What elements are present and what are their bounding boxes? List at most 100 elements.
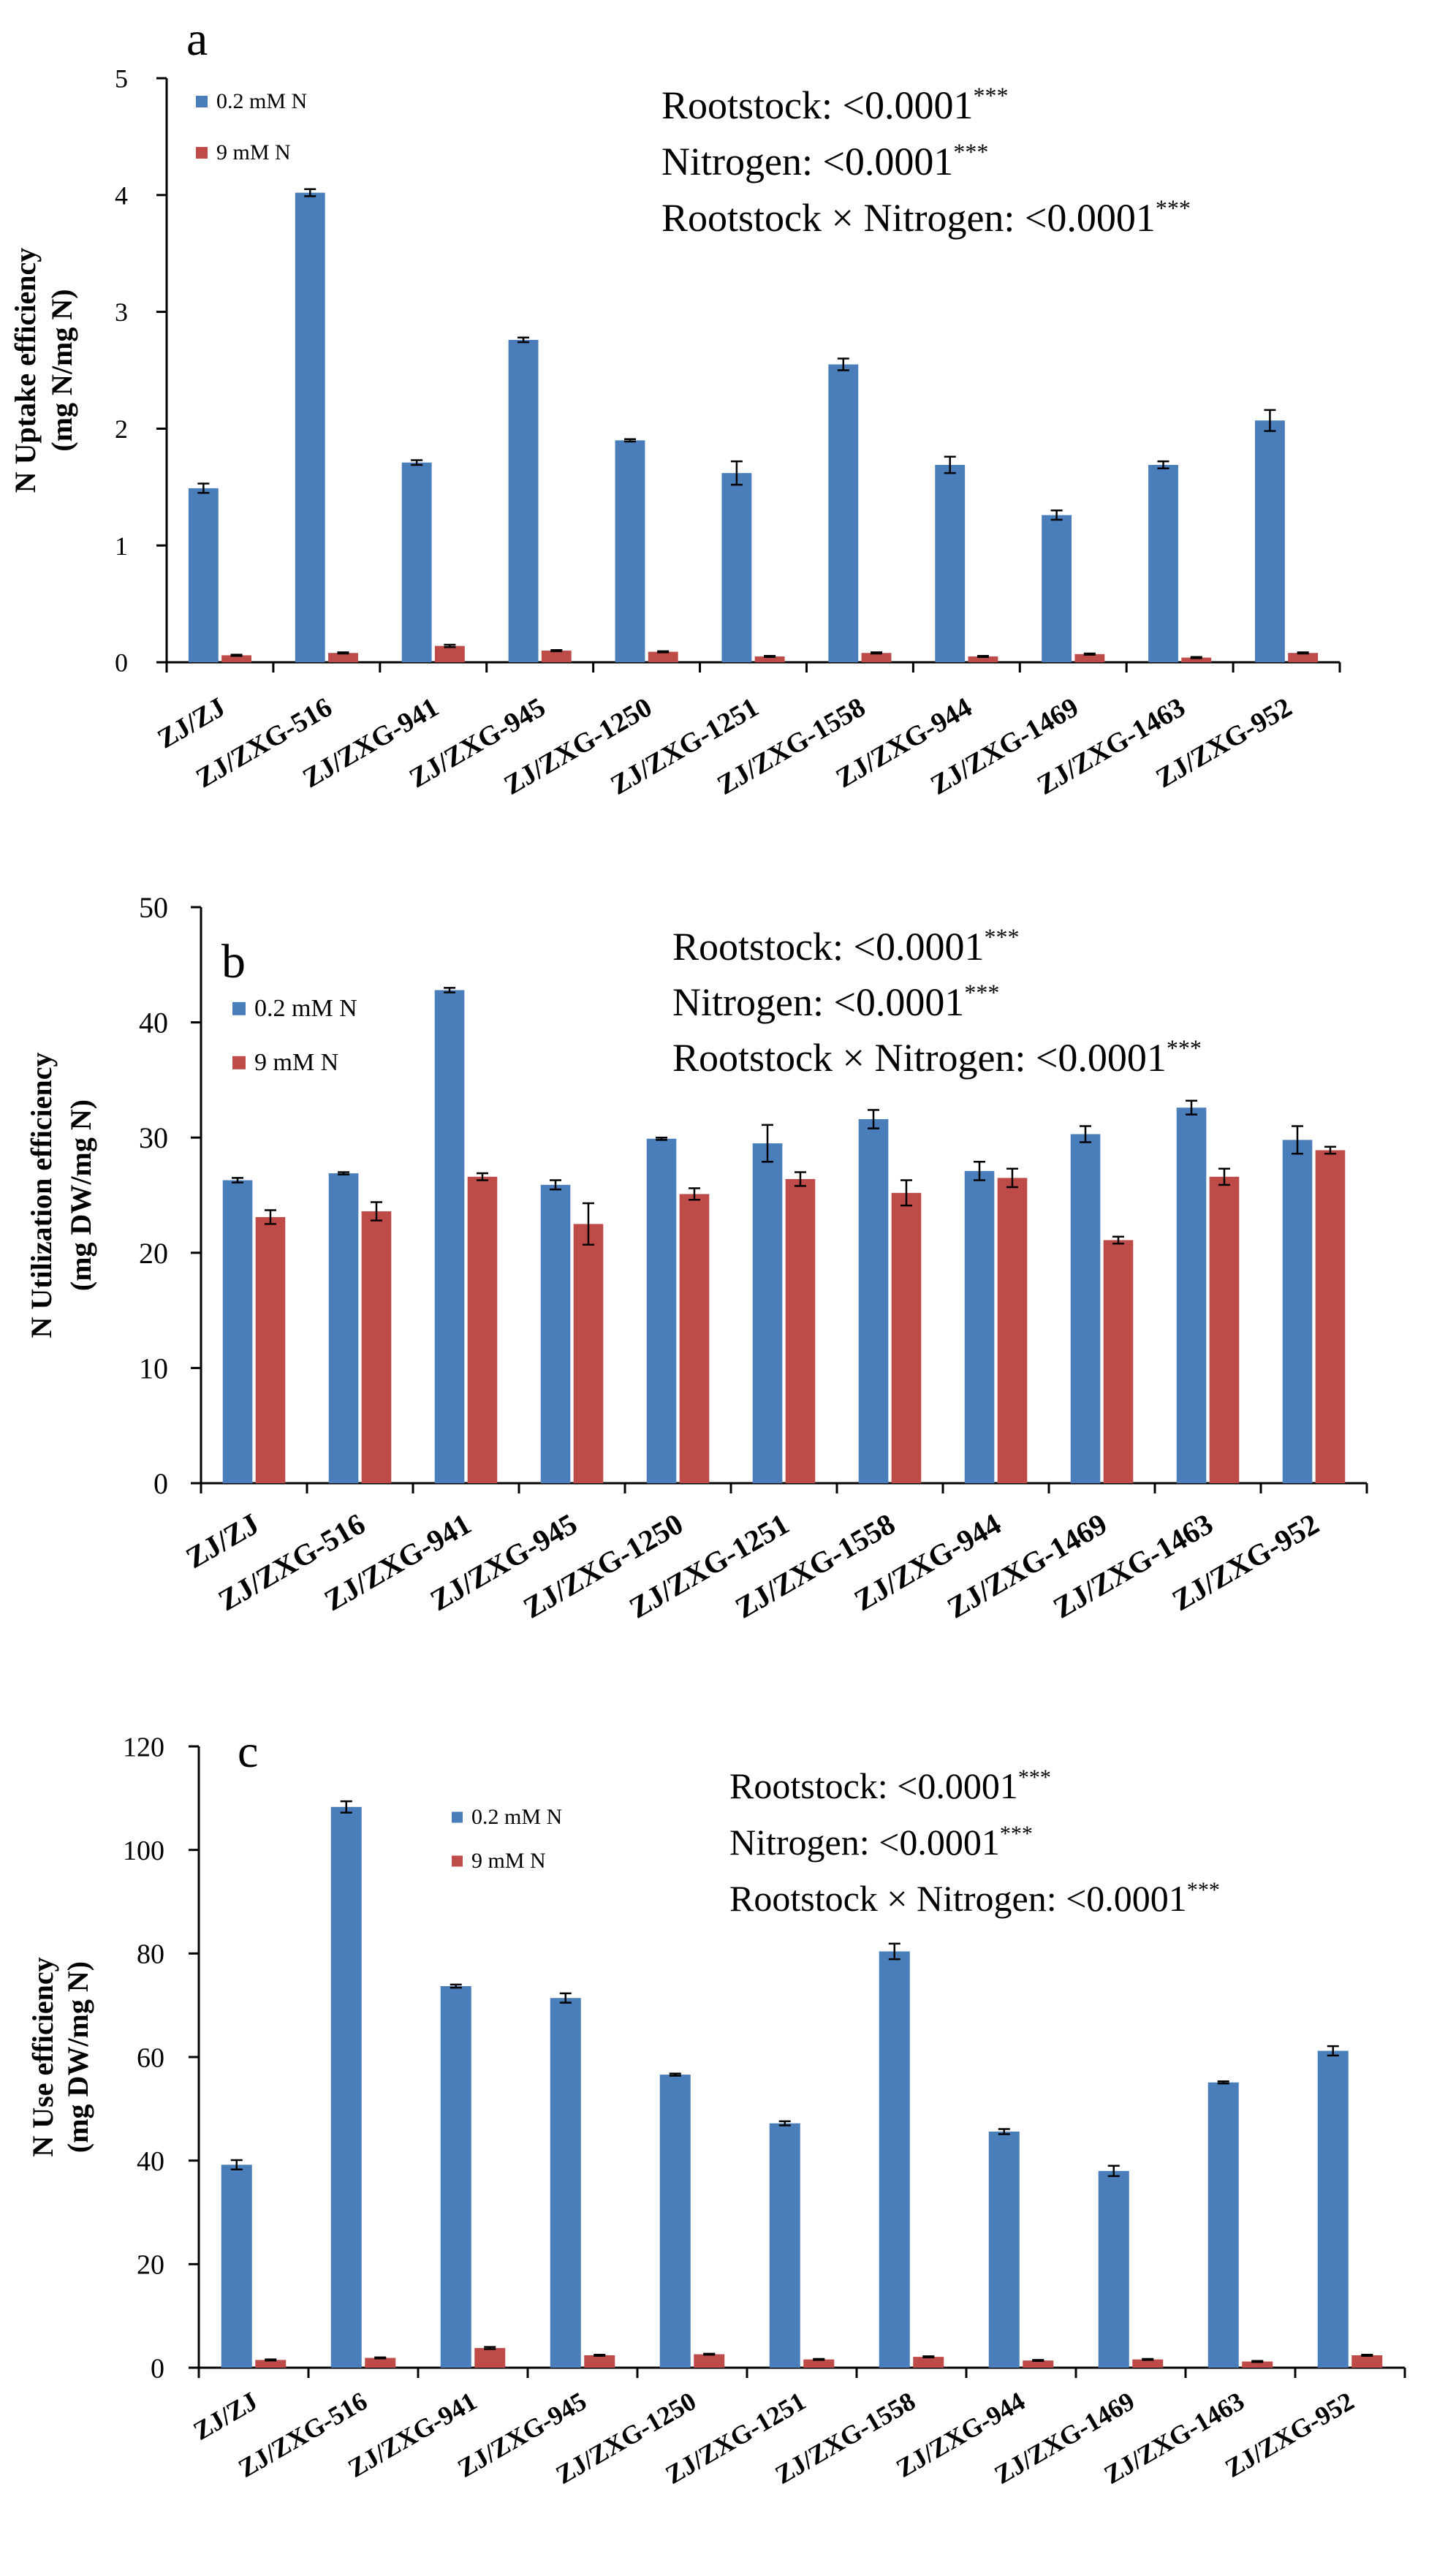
y-tick-label: 0 bbox=[115, 648, 128, 678]
bar-high-n bbox=[1315, 1150, 1346, 1483]
y-tick-label: 20 bbox=[137, 2250, 164, 2281]
error-bar bbox=[550, 1179, 562, 1191]
bar-high-n bbox=[1209, 1176, 1240, 1483]
error-bar bbox=[977, 654, 989, 659]
error-bar bbox=[623, 438, 636, 443]
stats-significance: *** bbox=[1018, 1765, 1051, 1789]
stats-text: Rootstock: <0.0001 bbox=[729, 1765, 1018, 1806]
error-bar bbox=[1292, 1125, 1304, 1155]
y-tick-label: 40 bbox=[137, 2146, 164, 2177]
bar-high-n bbox=[1103, 1240, 1134, 1483]
error-bar bbox=[1186, 1099, 1198, 1116]
y-tick-label: 30 bbox=[139, 1121, 168, 1154]
bar-low-n bbox=[295, 192, 325, 662]
error-bar bbox=[1264, 409, 1276, 432]
legend-label: 0.2 mM N bbox=[254, 995, 357, 1022]
bar-low-n bbox=[964, 1170, 995, 1483]
bar-low-n bbox=[401, 462, 432, 662]
stats-significance: *** bbox=[953, 138, 988, 164]
error-bar bbox=[922, 2355, 935, 2359]
bar-high-n bbox=[361, 1211, 392, 1483]
bar-low-n bbox=[1042, 515, 1072, 662]
stats-text: Rootstock: <0.0001 bbox=[661, 83, 973, 127]
bar-high-n bbox=[891, 1192, 922, 1483]
y-tick-label: 50 bbox=[139, 891, 168, 924]
bar-high-n bbox=[1074, 654, 1105, 662]
error-bar bbox=[1142, 2357, 1154, 2361]
bar-high-n bbox=[913, 2357, 944, 2368]
error-bar bbox=[1327, 2045, 1339, 2057]
error-bar bbox=[871, 651, 883, 655]
error-bar bbox=[337, 651, 349, 655]
y-axis-title: N Utilization efficiency bbox=[25, 1053, 58, 1338]
y-tick-label: 80 bbox=[137, 1939, 164, 1970]
y-axis-title: N Use efficiency bbox=[26, 1957, 59, 2156]
bar-high-n bbox=[255, 2360, 287, 2368]
bar-high-n bbox=[474, 2348, 506, 2368]
error-bar bbox=[998, 2128, 1010, 2135]
legend: 0.2 mM N 9 mM N bbox=[452, 1805, 562, 1873]
error-bar bbox=[197, 482, 210, 494]
error-bar bbox=[1217, 2080, 1229, 2085]
error-bar bbox=[232, 1177, 244, 1183]
bar-high-n bbox=[694, 2354, 725, 2368]
bar-low-n bbox=[222, 1180, 253, 1483]
bar-low-n bbox=[188, 488, 219, 662]
stats-significance: *** bbox=[984, 923, 1019, 950]
bar-low-n bbox=[935, 464, 966, 662]
error-bar bbox=[813, 2357, 825, 2361]
y-tick-label: 5 bbox=[115, 64, 128, 94]
error-bar bbox=[517, 336, 530, 344]
y-tick-label: 4 bbox=[115, 181, 128, 210]
error-bar bbox=[264, 1209, 276, 1225]
stats-line: Rootstock × Nitrogen: <0.0001*** bbox=[729, 1878, 1220, 1919]
error-bar bbox=[1190, 656, 1202, 659]
stats-significance: *** bbox=[1167, 1034, 1202, 1061]
stats-text: Rootstock × Nitrogen: <0.0001 bbox=[661, 196, 1156, 240]
stats-significance: *** bbox=[964, 979, 999, 1005]
bar-low-n bbox=[1098, 2170, 1129, 2368]
bar-low-n bbox=[1070, 1134, 1101, 1483]
x-category-label: ZJ/ZJ bbox=[153, 692, 231, 754]
bar-low-n bbox=[659, 2075, 691, 2368]
y-tick-label: 1 bbox=[115, 531, 128, 561]
error-bar bbox=[1050, 510, 1063, 521]
bar-high-n bbox=[861, 653, 892, 662]
bar-low-n bbox=[646, 1138, 677, 1483]
bar-low-n bbox=[550, 1998, 581, 2368]
bar-high-n bbox=[541, 651, 572, 662]
stats-line: Rootstock: <0.0001*** bbox=[661, 82, 1008, 127]
stats-annotation: Rootstock: <0.0001*** Nitrogen: <0.0001**… bbox=[729, 1765, 1220, 1919]
stats-text: Rootstock × Nitrogen: <0.0001 bbox=[672, 1036, 1167, 1080]
stats-line: Rootstock × Nitrogen: <0.0001*** bbox=[672, 1034, 1202, 1080]
bar-high-n bbox=[968, 656, 998, 662]
stats-line: Nitrogen: <0.0001*** bbox=[729, 1822, 1033, 1863]
error-bar bbox=[582, 1202, 594, 1246]
bar-low-n bbox=[828, 364, 859, 662]
bar-high-n bbox=[648, 651, 678, 662]
bar-high-n bbox=[1351, 2355, 1383, 2368]
error-bar bbox=[304, 188, 316, 197]
error-bar bbox=[900, 1179, 912, 1207]
stats-text: Nitrogen: <0.0001 bbox=[661, 140, 953, 183]
error-bar bbox=[550, 648, 563, 653]
x-category-label: ZJ/ZJ bbox=[189, 2386, 262, 2446]
bar-low-n bbox=[858, 1118, 889, 1483]
y-axis-title: N Uptake efficiency bbox=[9, 248, 42, 493]
legend-swatch bbox=[232, 1056, 246, 1069]
bar-low-n bbox=[1255, 420, 1285, 662]
error-bar bbox=[484, 2346, 496, 2350]
bar-high-n bbox=[467, 1176, 498, 1483]
legend-swatch bbox=[232, 1001, 246, 1015]
panel-label: b bbox=[221, 935, 246, 988]
error-bar bbox=[656, 1136, 668, 1141]
bar-low-n bbox=[1282, 1140, 1313, 1483]
bar-high-n bbox=[573, 1224, 604, 1483]
y-tick-label: 40 bbox=[139, 1007, 168, 1039]
y-tick-label: 100 bbox=[123, 1836, 164, 1866]
legend-swatch bbox=[452, 1811, 463, 1823]
bar-low-n bbox=[330, 1806, 362, 2368]
stats-line: Rootstock: <0.0001*** bbox=[672, 923, 1019, 969]
error-bar bbox=[778, 2120, 791, 2126]
error-bar bbox=[1083, 652, 1096, 656]
